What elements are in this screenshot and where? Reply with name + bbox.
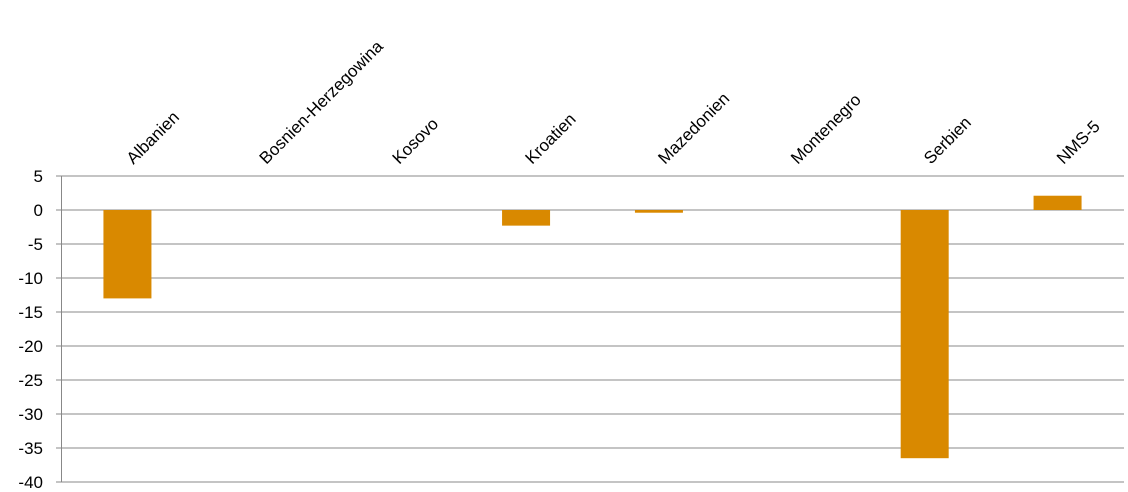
category-label: Bosnien-Herzegowina (256, 36, 387, 167)
bar-nms-5 (1033, 195, 1082, 210)
y-tick-label: -40 (18, 473, 43, 492)
y-tick-label: -5 (28, 235, 43, 254)
bars (103, 195, 1082, 459)
y-tick-label: -30 (18, 405, 43, 424)
y-tick-label: -35 (18, 439, 43, 458)
category-label: Kroatien (521, 110, 579, 168)
y-tick-label: 0 (34, 201, 43, 220)
category-label: Montenegro (787, 90, 865, 168)
category-label: Mazedonien (654, 89, 733, 168)
y-axis-tick-labels: 5 0 -5 -10 -15 -20 -25 -30 -35 -40 (18, 167, 43, 492)
category-label: NMS-5 (1053, 117, 1104, 168)
y-tick-label: -20 (18, 337, 43, 356)
y-tick-label: -25 (18, 371, 43, 390)
gridlines (61, 175, 1124, 483)
bar-kroatien (502, 210, 551, 226)
category-labels: Albanien Bosnien-Herzegowina Kosovo Kroatie… (123, 36, 1104, 167)
bar-serbien (900, 210, 949, 459)
y-tick-label: -10 (18, 269, 43, 288)
y-tick-label: 5 (34, 167, 43, 186)
bar-albanien (103, 210, 152, 299)
category-label: Kosovo (389, 114, 443, 168)
bar-mazedonien (634, 210, 683, 213)
category-label: Serbien (920, 113, 975, 168)
axes (56, 175, 62, 483)
category-label: Albanien (123, 108, 183, 168)
y-tick-label: -15 (18, 303, 43, 322)
